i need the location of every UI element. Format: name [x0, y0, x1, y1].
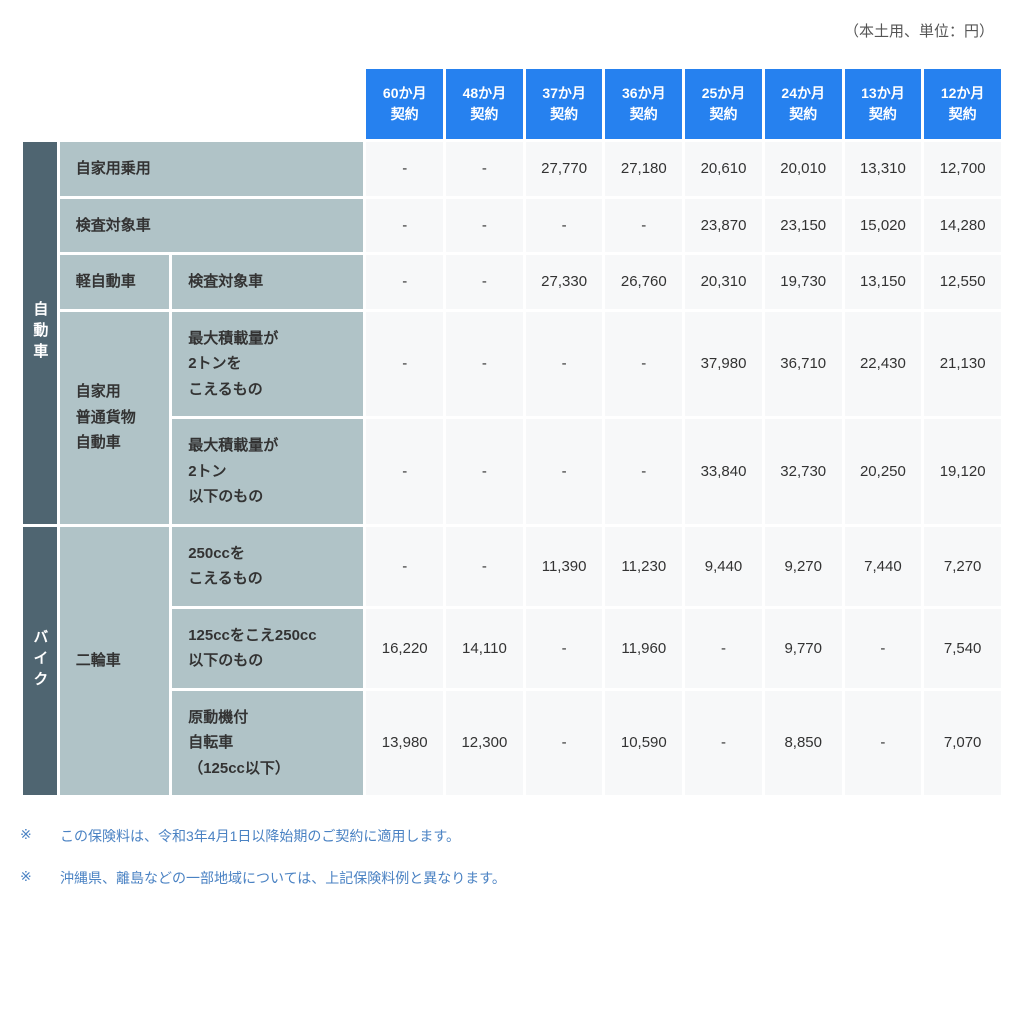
- subtype-1-1: 125ccをこえ250cc以下のもの: [171, 607, 365, 689]
- value-1-2-3: 10,590: [604, 689, 684, 797]
- value-0-4-6: 20,250: [843, 418, 923, 526]
- value-0-3-2: -: [524, 310, 604, 418]
- value-1-0-1: -: [445, 525, 525, 607]
- value-0-4-1: -: [445, 418, 525, 526]
- value-1-0-7: 7,270: [923, 525, 1003, 607]
- value-0-0-6: 13,310: [843, 141, 923, 198]
- value-0-0-3: 27,180: [604, 141, 684, 198]
- value-0-4-2: -: [524, 418, 604, 526]
- value-0-4-4: 33,840: [684, 418, 764, 526]
- note-0: ※この保険料は、令和3年4月1日以降始期のご契約に適用します。: [20, 826, 1004, 846]
- value-1-0-6: 7,440: [843, 525, 923, 607]
- value-1-0-2: 11,390: [524, 525, 604, 607]
- value-0-0-0: -: [365, 141, 445, 198]
- subtype-0-4: 最大積載量が2トン以下のもの: [171, 418, 365, 526]
- value-0-2-7: 12,550: [923, 254, 1003, 311]
- category-1: バイク: [22, 525, 59, 797]
- value-1-1-0: 16,220: [365, 607, 445, 689]
- value-1-2-2: -: [524, 689, 604, 797]
- unit-note: （本土用、単位：円）: [20, 20, 1004, 41]
- value-1-1-1: 14,110: [445, 607, 525, 689]
- value-0-1-1: -: [445, 197, 525, 254]
- period-header-0: 60か月契約: [365, 68, 445, 141]
- value-0-2-2: 27,330: [524, 254, 604, 311]
- value-0-1-4: 23,870: [684, 197, 764, 254]
- value-1-0-4: 9,440: [684, 525, 764, 607]
- value-0-4-0: -: [365, 418, 445, 526]
- subtype-0-2: 検査対象車: [171, 254, 365, 311]
- value-0-0-7: 12,700: [923, 141, 1003, 198]
- value-0-1-5: 23,150: [763, 197, 843, 254]
- value-0-0-2: 27,770: [524, 141, 604, 198]
- value-0-0-5: 20,010: [763, 141, 843, 198]
- value-0-3-4: 37,980: [684, 310, 764, 418]
- period-header-6: 13か月契約: [843, 68, 923, 141]
- value-1-1-5: 9,770: [763, 607, 843, 689]
- note-text-0: この保険料は、令和3年4月1日以降始期のご契約に適用します。: [60, 826, 460, 846]
- value-0-1-3: -: [604, 197, 684, 254]
- subtype-1-0: 250ccをこえるもの: [171, 525, 365, 607]
- period-header-1: 48か月契約: [445, 68, 525, 141]
- value-0-4-3: -: [604, 418, 684, 526]
- value-0-3-0: -: [365, 310, 445, 418]
- value-1-2-7: 7,070: [923, 689, 1003, 797]
- value-0-2-0: -: [365, 254, 445, 311]
- value-0-1-7: 14,280: [923, 197, 1003, 254]
- subtype-1-2: 原動機付自転車（125cc以下）: [171, 689, 365, 797]
- subcategory-0-2: 軽自動車: [58, 254, 170, 311]
- period-header-5: 24か月契約: [763, 68, 843, 141]
- value-1-1-3: 11,960: [604, 607, 684, 689]
- value-1-0-5: 9,270: [763, 525, 843, 607]
- note-mark-icon: ※: [20, 826, 60, 846]
- value-1-1-7: 7,540: [923, 607, 1003, 689]
- subcategory-0-0: 自家用乗用: [58, 141, 365, 198]
- value-0-4-5: 32,730: [763, 418, 843, 526]
- value-1-2-6: -: [843, 689, 923, 797]
- period-header-3: 36か月契約: [604, 68, 684, 141]
- value-0-2-3: 26,760: [604, 254, 684, 311]
- value-0-3-7: 21,130: [923, 310, 1003, 418]
- subcategory-0-1: 検査対象車: [58, 197, 365, 254]
- value-1-2-5: 8,850: [763, 689, 843, 797]
- subcategory-0-3: 自家用普通貨物自動車: [58, 310, 170, 525]
- value-0-2-1: -: [445, 254, 525, 311]
- value-1-2-4: -: [684, 689, 764, 797]
- note-1: ※沖縄県、離島などの一部地域については、上記保険料例と異なります。: [20, 868, 1004, 888]
- subtype-0-3: 最大積載量が2トンをこえるもの: [171, 310, 365, 418]
- value-1-0-0: -: [365, 525, 445, 607]
- value-1-1-4: -: [684, 607, 764, 689]
- header-blank: [22, 68, 365, 141]
- note-mark-icon: ※: [20, 868, 60, 888]
- value-0-1-6: 15,020: [843, 197, 923, 254]
- period-header-2: 37か月契約: [524, 68, 604, 141]
- notes-section: ※この保険料は、令和3年4月1日以降始期のご契約に適用します。※沖縄県、離島など…: [20, 826, 1004, 888]
- value-1-2-1: 12,300: [445, 689, 525, 797]
- value-0-0-1: -: [445, 141, 525, 198]
- value-0-0-4: 20,610: [684, 141, 764, 198]
- value-0-2-4: 20,310: [684, 254, 764, 311]
- value-0-3-6: 22,430: [843, 310, 923, 418]
- value-1-2-0: 13,980: [365, 689, 445, 797]
- period-header-4: 25か月契約: [684, 68, 764, 141]
- value-1-1-2: -: [524, 607, 604, 689]
- value-0-1-0: -: [365, 197, 445, 254]
- category-0: 自動車: [22, 141, 59, 526]
- note-text-1: 沖縄県、離島などの一部地域については、上記保険料例と異なります。: [60, 868, 506, 888]
- value-0-4-7: 19,120: [923, 418, 1003, 526]
- value-0-3-5: 36,710: [763, 310, 843, 418]
- period-header-7: 12か月契約: [923, 68, 1003, 141]
- value-0-3-1: -: [445, 310, 525, 418]
- value-1-0-3: 11,230: [604, 525, 684, 607]
- value-0-2-6: 13,150: [843, 254, 923, 311]
- value-0-1-2: -: [524, 197, 604, 254]
- value-0-3-3: -: [604, 310, 684, 418]
- value-0-2-5: 19,730: [763, 254, 843, 311]
- insurance-price-table: 60か月契約48か月契約37か月契約36か月契約25か月契約24か月契約13か月…: [20, 66, 1004, 798]
- value-1-1-6: -: [843, 607, 923, 689]
- subcategory-1-0: 二輪車: [58, 525, 170, 797]
